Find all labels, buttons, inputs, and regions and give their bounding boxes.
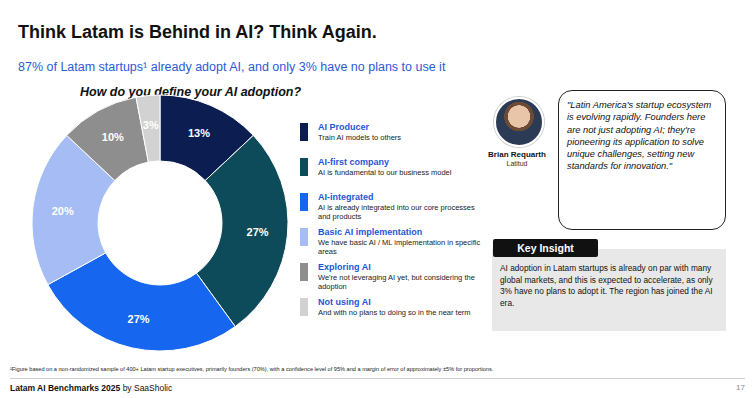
html-text:AI is fundamental to our busin: AI is fundamental to our business model bbox=[318, 168, 452, 177]
html-text:Latitud: Latitud bbox=[506, 160, 528, 167]
html-text:Brian Requarth: Brian Requarth bbox=[488, 150, 546, 159]
html-text:AI Producer: AI Producer bbox=[318, 122, 369, 132]
html-text:"Latin America's startup ecosy: "Latin America's startup ecosystem is ev… bbox=[567, 100, 712, 172]
html-text:We're not leveraging AI yet, b: We're not leveraging AI yet, but conside… bbox=[318, 273, 475, 291]
html-text:¹Figure based on a non-randomi: ¹Figure based on a non-randomized sample… bbox=[10, 366, 494, 372]
svg-text:3%: 3% bbox=[143, 119, 159, 131]
html-text:AI adoption in Latam startups: AI adoption in Latam startups is already… bbox=[500, 263, 713, 308]
html-text:And with no plans to doing so: And with no plans to doing so in the nea… bbox=[318, 308, 471, 317]
html-text:We have basic AI / ML implemen: We have basic AI / ML implementation in … bbox=[318, 238, 481, 256]
svg-text:20%: 20% bbox=[52, 205, 74, 217]
html-text:How do you define your AI adop: How do you define your AI adoption? bbox=[80, 85, 302, 99]
html-text:Basic AI implementation: Basic AI implementation bbox=[318, 227, 423, 237]
html-text:17: 17 bbox=[736, 383, 745, 392]
html-text:AI-first company: AI-first company bbox=[318, 157, 389, 167]
html-text:Latam AI Benchmarks 2025 by Sa: Latam AI Benchmarks 2025 by SaaSholic bbox=[10, 383, 173, 393]
html-text:Key Insight: Key Insight bbox=[517, 242, 574, 254]
html-text:Train AI models to others: Train AI models to others bbox=[318, 133, 402, 142]
html-text:AI is already integrated into: AI is already integrated into our core p… bbox=[318, 203, 475, 221]
html-text:87% of Latam startups¹ already: 87% of Latam startups¹ already adopt AI,… bbox=[18, 60, 446, 74]
svg-text:27%: 27% bbox=[247, 226, 269, 238]
html-text:Think Latam is Behind in AI? T: Think Latam is Behind in AI? Think Again… bbox=[18, 22, 377, 42]
html-text:Exploring AI: Exploring AI bbox=[318, 262, 371, 272]
html-text:Not using AI: Not using AI bbox=[318, 297, 371, 307]
html-text:AI-integrated: AI-integrated bbox=[318, 192, 374, 202]
svg-text:13%: 13% bbox=[188, 127, 210, 139]
svg-text:10%: 10% bbox=[102, 131, 124, 143]
svg-text:27%: 27% bbox=[128, 313, 150, 325]
